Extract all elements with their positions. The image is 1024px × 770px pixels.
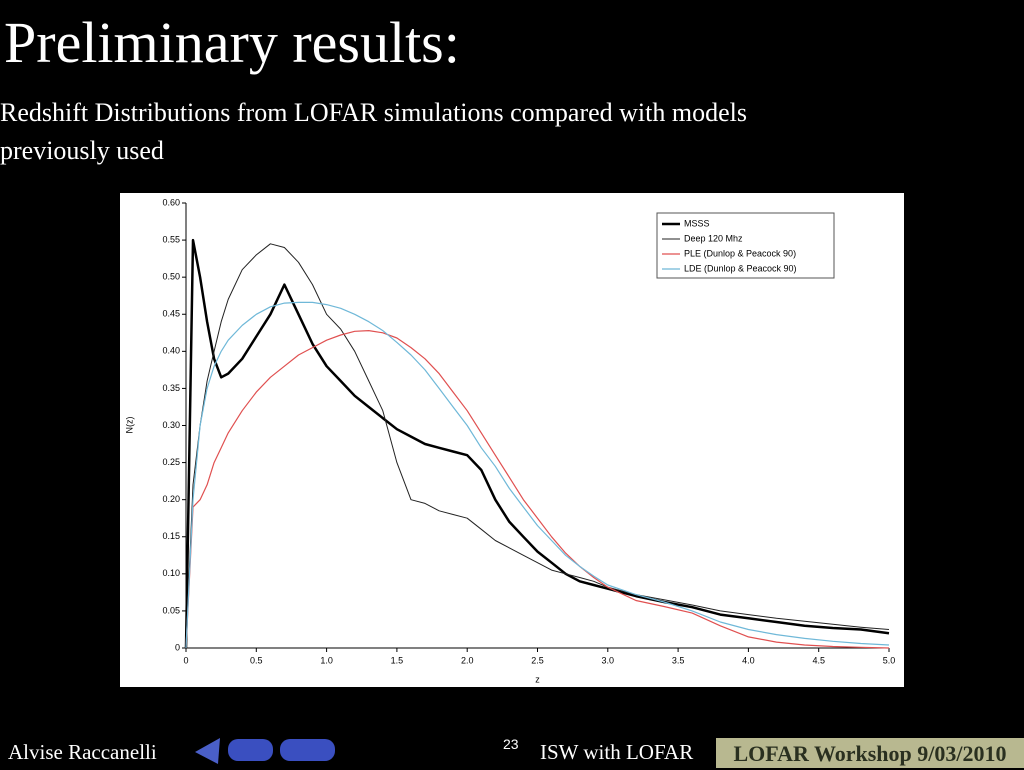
legend-label: PLE (Dunlop & Peacock 90) [684, 248, 796, 258]
x-tick-label: 5.0 [883, 655, 896, 665]
legend-label: Deep 120 Mhz [684, 233, 743, 243]
y-tick-label: 0.15 [162, 531, 180, 541]
y-tick-label: 0.05 [162, 605, 180, 615]
y-tick-label: 0.55 [162, 234, 180, 244]
event-banner: LOFAR Workshop 9/03/2010 [716, 738, 1024, 768]
x-tick-label: 3.5 [672, 655, 685, 665]
y-tick-label: 0 [175, 642, 180, 652]
y-tick-label: 0.20 [162, 494, 180, 504]
y-tick-label: 0.30 [162, 420, 180, 430]
y-tick-label: 0.35 [162, 383, 180, 393]
slide-title: Preliminary results: [4, 10, 460, 75]
y-axis-label: N(z) [124, 417, 134, 434]
slide-subtitle: Redshift Distributions from LOFAR simula… [0, 98, 747, 165]
talk-title: ISW with LOFAR [540, 740, 694, 764]
x-tick-label: 4.5 [812, 655, 825, 665]
legend-label: LDE (Dunlop & Peacock 90) [684, 263, 797, 273]
logo [195, 738, 335, 764]
x-tick-label: 1.0 [320, 655, 333, 665]
x-tick-label: 0.5 [250, 655, 263, 665]
y-tick-label: 0.50 [162, 272, 180, 282]
series-line [185, 301, 890, 649]
legend-box [656, 212, 835, 279]
x-tick-label: 2.5 [531, 655, 544, 665]
x-tick-label: 4.0 [742, 655, 755, 665]
y-tick-label: 0.10 [162, 568, 180, 578]
x-tick-label: 3.0 [602, 655, 615, 665]
series-line [185, 243, 890, 649]
y-tick-label: 0.40 [162, 346, 180, 356]
legend-label: MSSS [684, 218, 710, 228]
x-tick-label: 0 [183, 655, 188, 665]
y-tick-label: 0.25 [162, 457, 180, 467]
y-tick-label: 0.60 [162, 197, 180, 207]
author: Alvise Raccanelli [8, 740, 157, 764]
y-tick-label: 0.45 [162, 309, 180, 319]
x-tick-label: 2.0 [461, 655, 474, 665]
x-tick-label: 1.5 [391, 655, 404, 665]
series-line [184, 238, 890, 649]
x-axis-label: z [535, 674, 540, 684]
page-number: 23 [503, 736, 519, 752]
series-line [185, 330, 890, 649]
